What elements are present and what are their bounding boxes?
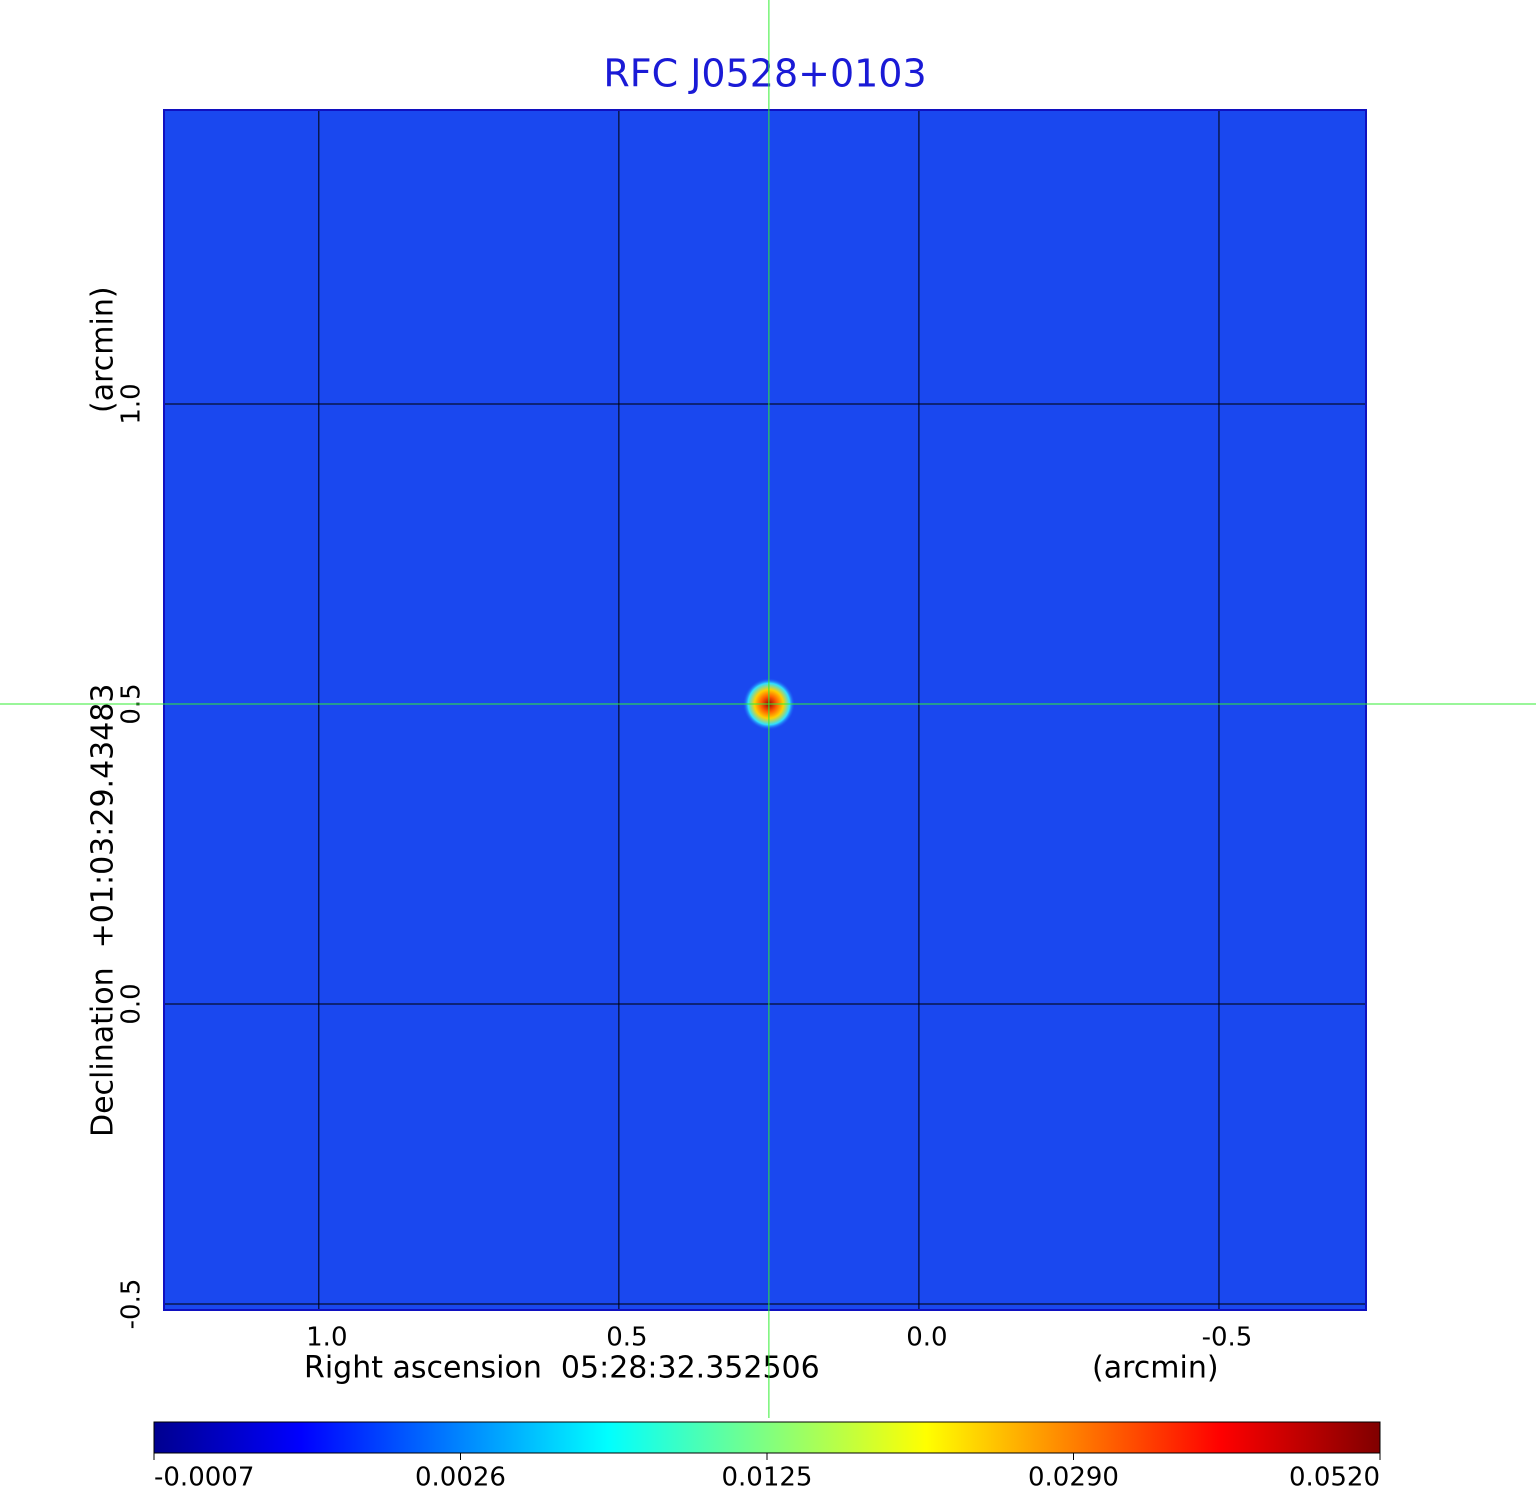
y-tick-label: 1.0 [117,383,147,424]
x-tick-label: 0.5 [606,1323,647,1353]
colorbar-tick-label: 0.0520 [1289,1463,1380,1493]
x-tick-label: -0.5 [1202,1323,1253,1353]
chart-title: RFC J0528+0103 [603,52,926,96]
colorbar-tick-label: 0.0290 [1028,1463,1119,1493]
y-axis-label: Declination +01:03:29.43483 [86,683,121,1137]
colorbar-tick-label: -0.0007 [154,1463,254,1493]
x-tick-label: 1.0 [306,1323,347,1353]
colorbar-tick-label: 0.0026 [415,1463,506,1493]
x-axis-label: Right ascension 05:28:32.352506 [304,1351,820,1386]
colorbar [153,1421,1381,1454]
x-axis-unit: (arcmin) [1092,1351,1219,1386]
colorbar-tick-label: 0.0125 [722,1463,813,1493]
y-tick-label: 0.0 [117,983,147,1024]
y-tick-label: -0.5 [117,1279,147,1330]
y-axis-unit: (arcmin) [86,286,121,413]
plot-frame [163,109,1367,1311]
x-tick-label: 0.0 [906,1323,947,1353]
